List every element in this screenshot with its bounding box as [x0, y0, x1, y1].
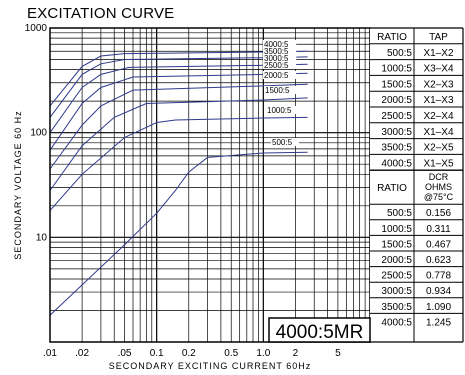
dcr-table-value: 0.467 — [426, 239, 451, 250]
spec-tables: RATIO TAP 500:5 X1–X2 1000:5 X3–X4 1500:5 X2–X3… — [370, 27, 464, 343]
curve-label: 1000:5 — [267, 106, 292, 115]
grid-lines — [50, 28, 370, 342]
x-tick-label: 0.5 — [224, 348, 238, 359]
curve-label: 2000:5 — [264, 71, 289, 80]
axis-tick-labels: .01 .02 .05 0.1 0.2 0.5 1.0 2 5 10 100 1000 — [25, 23, 341, 359]
tap-table-tap: X3–X4 — [423, 64, 453, 75]
dcr-table-value: 0.934 — [426, 286, 451, 297]
chart-title: EXCITATION CURVE — [27, 5, 175, 22]
x-tick-label: 0.2 — [182, 348, 196, 359]
dcr-table-ratio: 500:5 — [387, 208, 412, 219]
curve-label: 4000:5 — [264, 40, 289, 49]
x-tick-label: 5 — [335, 348, 341, 359]
dcr-table-value: 0.778 — [426, 271, 451, 282]
curve-label-bg — [266, 106, 300, 114]
y-tick-label: 100 — [30, 128, 47, 139]
dcr-table-value: 0.156 — [426, 208, 451, 219]
tap-table-tap: X1–X3 — [423, 95, 453, 106]
x-tick-label: .01 — [43, 348, 57, 359]
x-tick-label: .02 — [75, 348, 89, 359]
dcr-table-ratio: 1000:5 — [381, 224, 412, 235]
dcr-table-header-ratio: RATIO — [377, 183, 407, 194]
curve-label-bg — [263, 47, 297, 55]
curve-2000-5 — [49, 83, 308, 170]
dcr-table-ratio: 2500:5 — [381, 271, 412, 282]
curve-label: 500:5 — [272, 138, 293, 147]
tap-table-tap: X1–X5 — [423, 158, 453, 169]
x-tick-label: 0.1 — [150, 348, 164, 359]
dcr-table-ratio: 3500:5 — [381, 302, 412, 313]
tap-table-ratio: 3500:5 — [381, 143, 412, 154]
tap-table-tap: X2–X4 — [423, 111, 453, 122]
y-tick-label: 10 — [36, 232, 48, 243]
dcr-table-value: 1.245 — [426, 317, 451, 328]
dcr-table-ratio: 1500:5 — [381, 239, 412, 250]
x-tick-label: 2 — [293, 348, 299, 359]
curve-label-bg — [271, 138, 299, 146]
curve-label: 3500:5 — [264, 47, 289, 56]
dcr-table-header-temp: @75°C — [424, 192, 454, 202]
x-tick-label: 1.0 — [256, 348, 270, 359]
tap-table-tap: X1–X4 — [423, 127, 453, 138]
tap-table-ratio: 500:5 — [387, 48, 412, 59]
tap-table-tap: X1–X2 — [423, 48, 453, 59]
curve-label-bg — [263, 40, 297, 48]
dcr-table-value: 0.311 — [426, 224, 451, 235]
x-tick-label: .05 — [118, 348, 132, 359]
curve-1000-5 — [49, 116, 308, 211]
dcr-table-value: 1.090 — [426, 302, 451, 313]
dcr-table-value: 0.623 — [426, 255, 451, 266]
dcr-table-ratio: 4000:5 — [381, 317, 412, 328]
tap-table-ratio: 4000:5 — [381, 158, 412, 169]
dcr-table-header-dcr: DCR — [429, 172, 449, 182]
y-axis-label: SECONDARY VOLTAGE 60 Hz — [13, 110, 23, 259]
tap-table-header-ratio: RATIO — [377, 32, 407, 43]
tap-table-ratio: 2000:5 — [381, 95, 412, 106]
tap-table-tap: X2–X3 — [423, 79, 453, 90]
curve-label-bg — [263, 61, 297, 69]
curve-label-bg — [263, 71, 297, 79]
curve-label: 3000:5 — [264, 54, 289, 63]
tap-table-ratio: 3000:5 — [381, 127, 412, 138]
model-label-box — [268, 317, 371, 343]
x-axis-label: SECONDARY EXCITING CURRENT 60Hz — [109, 361, 312, 371]
dcr-table-ratio: 2000:5 — [381, 255, 412, 266]
curve-label: 2500:5 — [264, 61, 289, 70]
curve-500-5 — [49, 151, 308, 316]
tap-table-ratio: 1500:5 — [381, 79, 412, 90]
y-tick-label: 1000 — [25, 23, 48, 34]
dcr-table-header-ohms: OHMS — [425, 182, 452, 192]
curve-label-bg — [264, 86, 298, 94]
curve-label-bg — [263, 54, 297, 62]
tap-table-ratio: 1000:5 — [381, 64, 412, 75]
tap-table-header-tap: TAP — [429, 32, 448, 43]
tap-table-tap: X2–X5 — [423, 143, 453, 154]
curve-label: 1500:5 — [265, 86, 290, 95]
dcr-table-ratio: 3000:5 — [381, 286, 412, 297]
curve-1500-5 — [49, 97, 308, 191]
model-label: 4000:5MR — [276, 322, 364, 343]
table-bg — [370, 28, 463, 342]
tap-table-ratio: 2500:5 — [381, 111, 412, 122]
